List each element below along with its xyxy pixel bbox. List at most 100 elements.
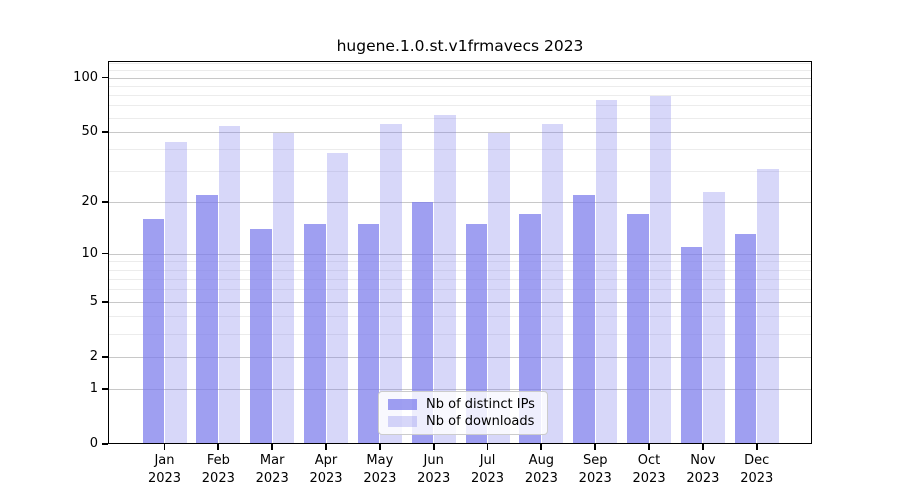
x-label-month-sep: Sep xyxy=(582,453,608,468)
x-tick-mark-nov xyxy=(702,444,704,450)
x-tick-label-jan: Jan 2023 xyxy=(133,452,197,488)
bar-distinct-ips-may xyxy=(357,223,380,444)
bar-distinct-ips-feb xyxy=(196,195,218,444)
bar-distinct-ips-mar xyxy=(250,228,272,444)
x-label-year-mar: 2023 xyxy=(255,471,289,486)
gridline-minor-3 xyxy=(108,333,812,335)
bar-downloads-mar xyxy=(272,133,295,444)
x-tick-label-apr: Apr 2023 xyxy=(294,452,358,488)
x-label-year-nov: 2023 xyxy=(686,471,720,486)
x-tick-label-feb: Feb 2023 xyxy=(186,452,250,488)
x-tick-mark-jul xyxy=(486,444,489,450)
x-tick-label-mar: Mar 2023 xyxy=(240,452,304,488)
y-tick-mark-100 xyxy=(101,76,108,79)
x-tick-mark-jan xyxy=(163,444,166,450)
x-label-year-jul: 2023 xyxy=(470,471,505,486)
gridline-minor-7 xyxy=(108,278,812,280)
x-label-year-jan: 2023 xyxy=(147,471,182,486)
legend-swatch-downloads xyxy=(388,416,417,427)
x-label-year-jun: 2023 xyxy=(417,471,451,486)
legend-label-distinct-ips: Nb of distinct IPs xyxy=(426,397,535,412)
y-tick-label-10: 10 xyxy=(81,245,98,261)
bar-downloads-apr xyxy=(326,153,349,444)
y-tick-label-2: 2 xyxy=(89,348,98,364)
gridline-minor-110 xyxy=(108,70,812,71)
y-tick-mark-2 xyxy=(101,355,108,358)
x-label-month-aug: Aug xyxy=(528,453,555,468)
bar-distinct-ips-aug xyxy=(519,214,541,444)
gridline-major-20 xyxy=(108,202,812,204)
x-label-month-nov: Nov xyxy=(690,453,716,468)
gridlines-layer xyxy=(108,61,812,444)
x-tick-label-sep: Sep 2023 xyxy=(563,452,627,488)
x-tick-mark-sep xyxy=(594,444,597,450)
gridline-minor-4 xyxy=(108,316,812,318)
x-tick-mark-feb xyxy=(217,444,220,450)
bar-distinct-ips-jan xyxy=(142,219,164,444)
bar-distinct-ips-jul xyxy=(465,223,488,444)
x-label-year-oct: 2023 xyxy=(632,471,666,486)
gridline-minor-120 xyxy=(108,63,812,65)
y-tick-label-1: 1 xyxy=(89,380,98,396)
bar-downloads-dec xyxy=(757,168,779,444)
y-tick-mark-20 xyxy=(101,201,108,204)
x-tick-label-jul: Jul 2023 xyxy=(456,452,520,488)
gridline-minor-9 xyxy=(108,261,812,263)
x-tick-mark-aug xyxy=(540,444,543,450)
gridline-major-1 xyxy=(108,388,812,390)
y-tick-mark-10 xyxy=(101,252,108,255)
plot-area xyxy=(108,61,812,444)
y-tick-label-5: 5 xyxy=(89,293,98,309)
gridline-minor-80 xyxy=(108,95,812,97)
x-label-month-may: May xyxy=(366,453,394,468)
bar-distinct-ips-nov xyxy=(680,246,703,444)
gridline-major-2 xyxy=(108,356,812,358)
y-tick-label-100: 100 xyxy=(73,69,98,85)
bar-downloads-jan xyxy=(165,141,187,444)
x-label-year-feb: 2023 xyxy=(201,471,235,486)
x-label-month-oct: Oct xyxy=(637,453,661,468)
bar-downloads-may xyxy=(380,124,402,444)
x-label-year-dec: 2023 xyxy=(740,471,774,486)
bar-distinct-ips-apr xyxy=(304,223,326,444)
x-label-month-jul: Jul xyxy=(479,453,496,468)
x-label-year-sep: 2023 xyxy=(578,471,612,486)
gridline-minor-90 xyxy=(108,85,812,87)
y-tick-mark-1 xyxy=(101,388,108,390)
x-label-month-jun: Jun xyxy=(423,453,444,468)
x-label-year-apr: 2023 xyxy=(309,471,343,486)
gridline-major-50 xyxy=(108,131,812,133)
gridline-major-5 xyxy=(108,301,812,303)
x-tick-label-aug: Aug 2023 xyxy=(509,452,573,488)
legend-row-distinct-ips: Nb of distinct IPs xyxy=(388,397,537,412)
gridline-major-100 xyxy=(108,77,812,79)
bar-downloads-jun xyxy=(434,115,456,444)
x-tick-mark-may xyxy=(378,444,381,450)
x-label-year-may: 2023 xyxy=(363,471,397,486)
x-tick-mark-jun xyxy=(432,444,435,450)
bar-distinct-ips-sep xyxy=(573,195,595,444)
gridline-minor-8 xyxy=(108,269,812,271)
bar-distinct-ips-jun xyxy=(411,202,434,444)
chart-title: hugene.1.0.st.v1frmavecs 2023 xyxy=(336,37,584,55)
y-tick-mark-0 xyxy=(101,443,108,445)
x-tick-mark-apr xyxy=(325,444,327,450)
x-tick-label-dec: Dec 2023 xyxy=(725,452,789,488)
x-label-month-mar: Mar xyxy=(259,453,285,468)
x-tick-mark-mar xyxy=(271,444,274,450)
bar-downloads-nov xyxy=(703,191,725,444)
x-tick-mark-oct xyxy=(648,444,650,450)
bar-downloads-oct xyxy=(649,96,672,444)
bar-downloads-jul xyxy=(488,133,510,444)
bar-distinct-ips-oct xyxy=(627,214,649,444)
x-label-year-aug: 2023 xyxy=(524,471,558,486)
x-label-month-feb: Feb xyxy=(206,453,230,468)
gridline-minor-40 xyxy=(108,149,812,151)
bar-downloads-feb xyxy=(218,125,241,444)
x-tick-label-oct: Oct 2023 xyxy=(617,452,681,488)
legend-swatch-distinct-ips xyxy=(388,399,417,410)
x-label-month-apr: Apr xyxy=(314,453,338,468)
x-label-month-jan: Jan xyxy=(154,453,175,468)
bar-downloads-sep xyxy=(595,100,618,444)
